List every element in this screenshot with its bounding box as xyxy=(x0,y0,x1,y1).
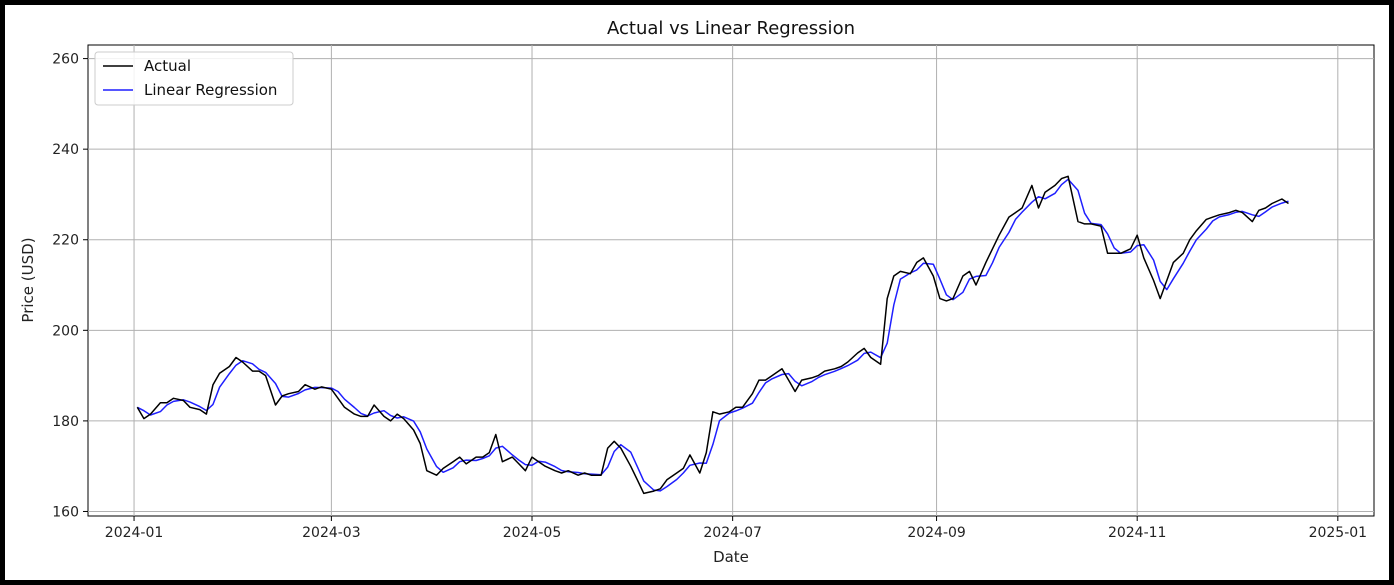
legend-label-linear-regression: Linear Regression xyxy=(144,81,277,99)
legend: Actual Linear Regression xyxy=(94,51,294,106)
actual-line xyxy=(136,175,1289,495)
x-tick-label: 2025-01 xyxy=(1309,525,1368,541)
y-tick-label: 260 xyxy=(52,52,79,68)
x-tick-label: 2024-05 xyxy=(503,525,562,541)
x-tick-label: 2024-11 xyxy=(1108,525,1167,541)
y-tick-label: 160 xyxy=(52,504,79,520)
x-axis-title: Date xyxy=(713,548,749,566)
plot-area xyxy=(87,44,1375,517)
x-tick-label: 2024-03 xyxy=(302,525,361,541)
y-tick-label: 240 xyxy=(52,142,79,158)
chart-title: Actual vs Linear Regression xyxy=(607,18,855,39)
y-axis-title: Price (USD) xyxy=(19,237,37,322)
x-tick-label: 2024-01 xyxy=(105,525,164,541)
y-tick-label: 180 xyxy=(52,414,79,430)
y-tick-label: 220 xyxy=(52,233,79,249)
axis-ticks: 2024-01 2024-03 2024-05 2024-07 2024-09 2024-… xyxy=(52,52,1367,541)
x-tick-label: 2024-07 xyxy=(703,525,762,541)
x-tick-label: 2024-09 xyxy=(907,525,966,541)
gridlines xyxy=(88,45,1374,516)
y-tick-label: 200 xyxy=(52,323,79,339)
legend-label-actual: Actual xyxy=(144,57,191,75)
series-layer xyxy=(136,175,1289,495)
linear-regression-line xyxy=(136,178,1289,492)
legend-box xyxy=(94,51,294,106)
